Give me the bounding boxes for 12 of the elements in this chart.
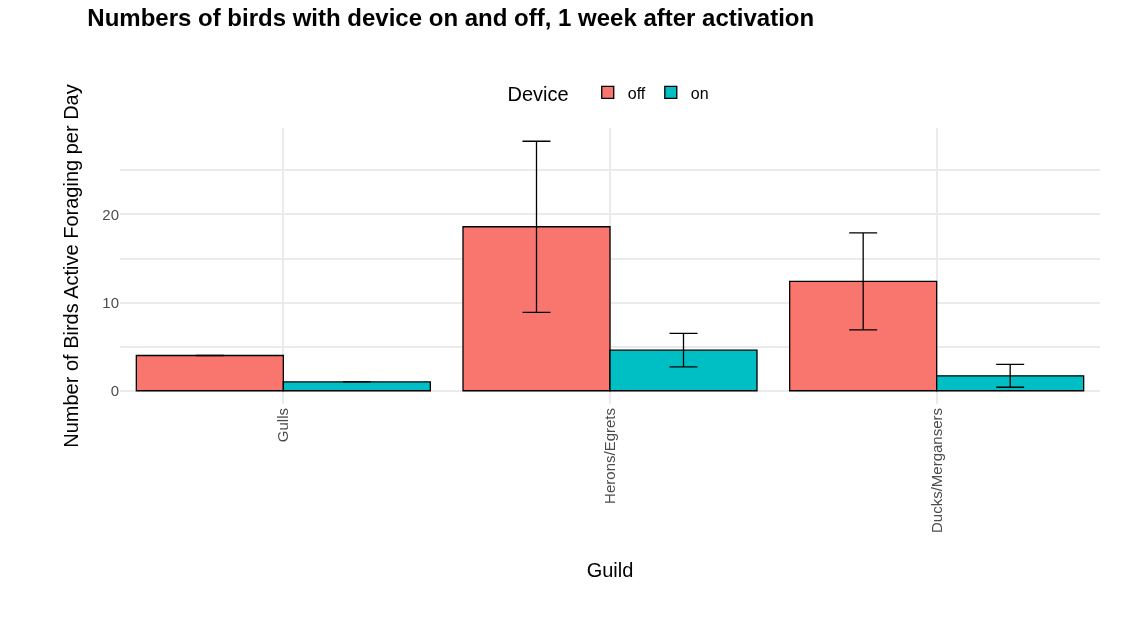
y-tick-label: 0 xyxy=(110,382,119,400)
x-axis-title: Guild xyxy=(586,558,634,581)
y-tick-label: 20 xyxy=(102,205,119,223)
chart-title: Numbers of birds with device on and off, 1 week after activation xyxy=(87,4,815,32)
x-tick-label: Gulls xyxy=(274,408,292,443)
x-tick-label: Herons/Egrets xyxy=(600,408,618,504)
legend-label: off xyxy=(627,84,646,102)
legend-label: on xyxy=(690,84,709,102)
y-axis-title: Number of Birds Active Foraging per Day xyxy=(59,84,82,448)
x-tick-label: Ducks/Mergansers xyxy=(927,408,945,534)
legend-title: Device xyxy=(507,83,580,106)
y-tick-label: 10 xyxy=(102,293,119,311)
